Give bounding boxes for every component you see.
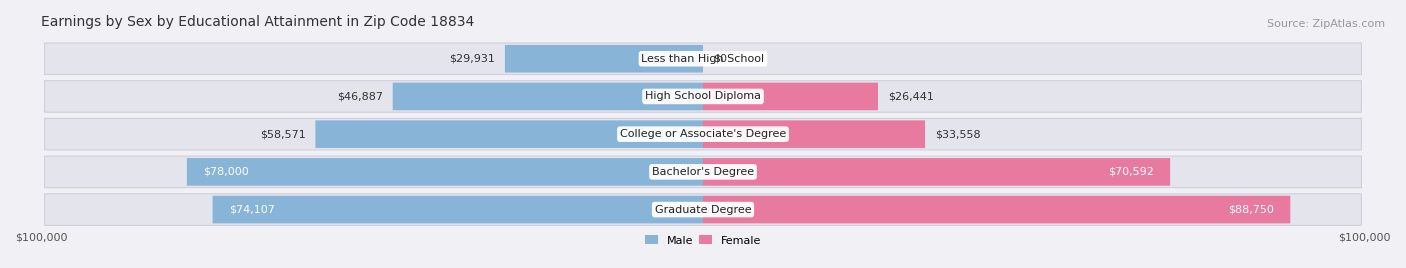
Text: $58,571: $58,571 xyxy=(260,129,305,139)
Text: Earnings by Sex by Educational Attainment in Zip Code 18834: Earnings by Sex by Educational Attainmen… xyxy=(41,15,474,29)
FancyBboxPatch shape xyxy=(703,83,877,110)
FancyBboxPatch shape xyxy=(315,120,703,148)
FancyBboxPatch shape xyxy=(212,196,703,224)
FancyBboxPatch shape xyxy=(505,45,703,73)
Text: High School Diploma: High School Diploma xyxy=(645,91,761,102)
Text: $33,558: $33,558 xyxy=(935,129,980,139)
Text: Bachelor's Degree: Bachelor's Degree xyxy=(652,167,754,177)
Text: $0: $0 xyxy=(713,54,727,64)
Text: $46,887: $46,887 xyxy=(337,91,382,102)
FancyBboxPatch shape xyxy=(187,158,703,186)
FancyBboxPatch shape xyxy=(703,196,1291,224)
Text: $88,750: $88,750 xyxy=(1227,204,1274,215)
FancyBboxPatch shape xyxy=(703,120,925,148)
Text: Source: ZipAtlas.com: Source: ZipAtlas.com xyxy=(1267,19,1385,29)
FancyBboxPatch shape xyxy=(45,194,1361,225)
Text: College or Associate's Degree: College or Associate's Degree xyxy=(620,129,786,139)
FancyBboxPatch shape xyxy=(45,118,1361,150)
Text: $70,592: $70,592 xyxy=(1108,167,1153,177)
Legend: Male, Female: Male, Female xyxy=(644,235,762,245)
Text: Less than High School: Less than High School xyxy=(641,54,765,64)
FancyBboxPatch shape xyxy=(392,83,703,110)
Text: $74,107: $74,107 xyxy=(229,204,276,215)
Text: Graduate Degree: Graduate Degree xyxy=(655,204,751,215)
Text: $78,000: $78,000 xyxy=(204,167,249,177)
FancyBboxPatch shape xyxy=(45,43,1361,75)
FancyBboxPatch shape xyxy=(45,81,1361,112)
FancyBboxPatch shape xyxy=(45,156,1361,188)
FancyBboxPatch shape xyxy=(703,158,1170,186)
Text: $26,441: $26,441 xyxy=(889,91,934,102)
Text: $29,931: $29,931 xyxy=(449,54,495,64)
